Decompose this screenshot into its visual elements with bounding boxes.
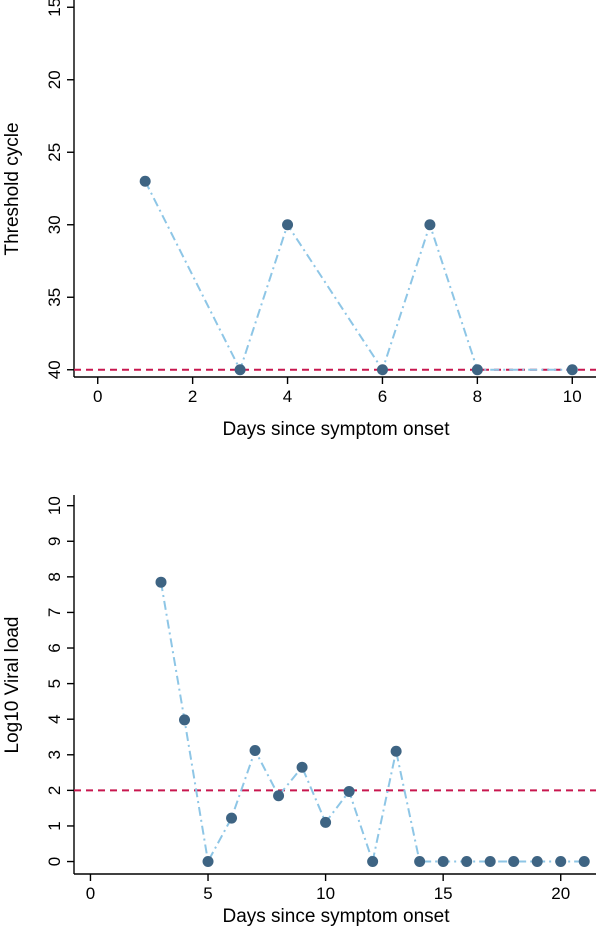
data-point [508, 856, 520, 868]
data-point [437, 856, 449, 868]
x-tick-label: 10 [563, 387, 582, 406]
x-tick-label: 5 [203, 884, 212, 903]
y-tick-label: 8 [45, 572, 64, 581]
x-axis-title: Days since symptom onset [222, 906, 450, 927]
data-point [320, 816, 332, 828]
x-tick-label: 0 [86, 884, 95, 903]
y-tick-label: 35 [45, 288, 64, 307]
data-point [461, 856, 473, 868]
data-point [424, 219, 436, 231]
data-point [155, 576, 167, 588]
data-point [376, 364, 388, 376]
data-point [566, 364, 578, 376]
threshold-cycle-chart: Days since symptom onset Threshold cycle… [2, 0, 596, 440]
data-point [414, 856, 426, 868]
y-tick-label: 25 [45, 143, 64, 162]
data-point [296, 761, 308, 773]
x-tick-label: 10 [316, 884, 335, 903]
data-point [202, 856, 214, 868]
data-point [578, 856, 590, 868]
y-axis-title: Threshold cycle [2, 122, 23, 255]
data-point [179, 714, 191, 726]
y-tick-label: 30 [45, 215, 64, 234]
y-tick-label: 4 [45, 714, 64, 723]
data-point [139, 175, 151, 187]
data-point [555, 856, 567, 868]
y-tick-label: 40 [45, 360, 64, 379]
y-tick-label: 9 [45, 537, 64, 546]
x-tick-label: 15 [434, 884, 453, 903]
y-tick-label: 7 [45, 608, 64, 617]
y-tick-label: 3 [45, 750, 64, 759]
y-tick-label: 2 [45, 786, 64, 795]
data-point [343, 785, 355, 797]
x-tick-label: 2 [188, 387, 197, 406]
series-line [144, 180, 573, 373]
y-tick-label: 10 [45, 496, 64, 515]
x-tick-label: 8 [473, 387, 482, 406]
data-point [249, 745, 261, 757]
y-axis-title: Log10 Viral load [2, 617, 23, 754]
x-tick-label: 6 [378, 387, 387, 406]
x-tick-label: 0 [93, 387, 102, 406]
x-tick-label: 20 [551, 884, 570, 903]
x-axis-title: Days since symptom onset [222, 419, 450, 440]
x-tick-label: 4 [283, 387, 292, 406]
y-tick-label: 6 [45, 643, 64, 652]
y-tick-label: 15 [45, 0, 64, 17]
data-point [273, 790, 285, 802]
viral-load-chart: Days since symptom onset Log10 Viral loa… [2, 495, 596, 927]
data-point [471, 364, 483, 376]
series-line [160, 582, 585, 866]
y-tick-label: 0 [45, 857, 64, 866]
data-point [390, 745, 402, 757]
data-point [282, 219, 294, 231]
data-point [367, 856, 379, 868]
y-tick-label: 1 [45, 821, 64, 830]
data-point [484, 856, 496, 868]
y-tick-label: 20 [45, 70, 64, 89]
data-point [531, 856, 543, 868]
data-point [226, 812, 238, 824]
y-tick-label: 5 [45, 679, 64, 688]
data-point [234, 364, 246, 376]
